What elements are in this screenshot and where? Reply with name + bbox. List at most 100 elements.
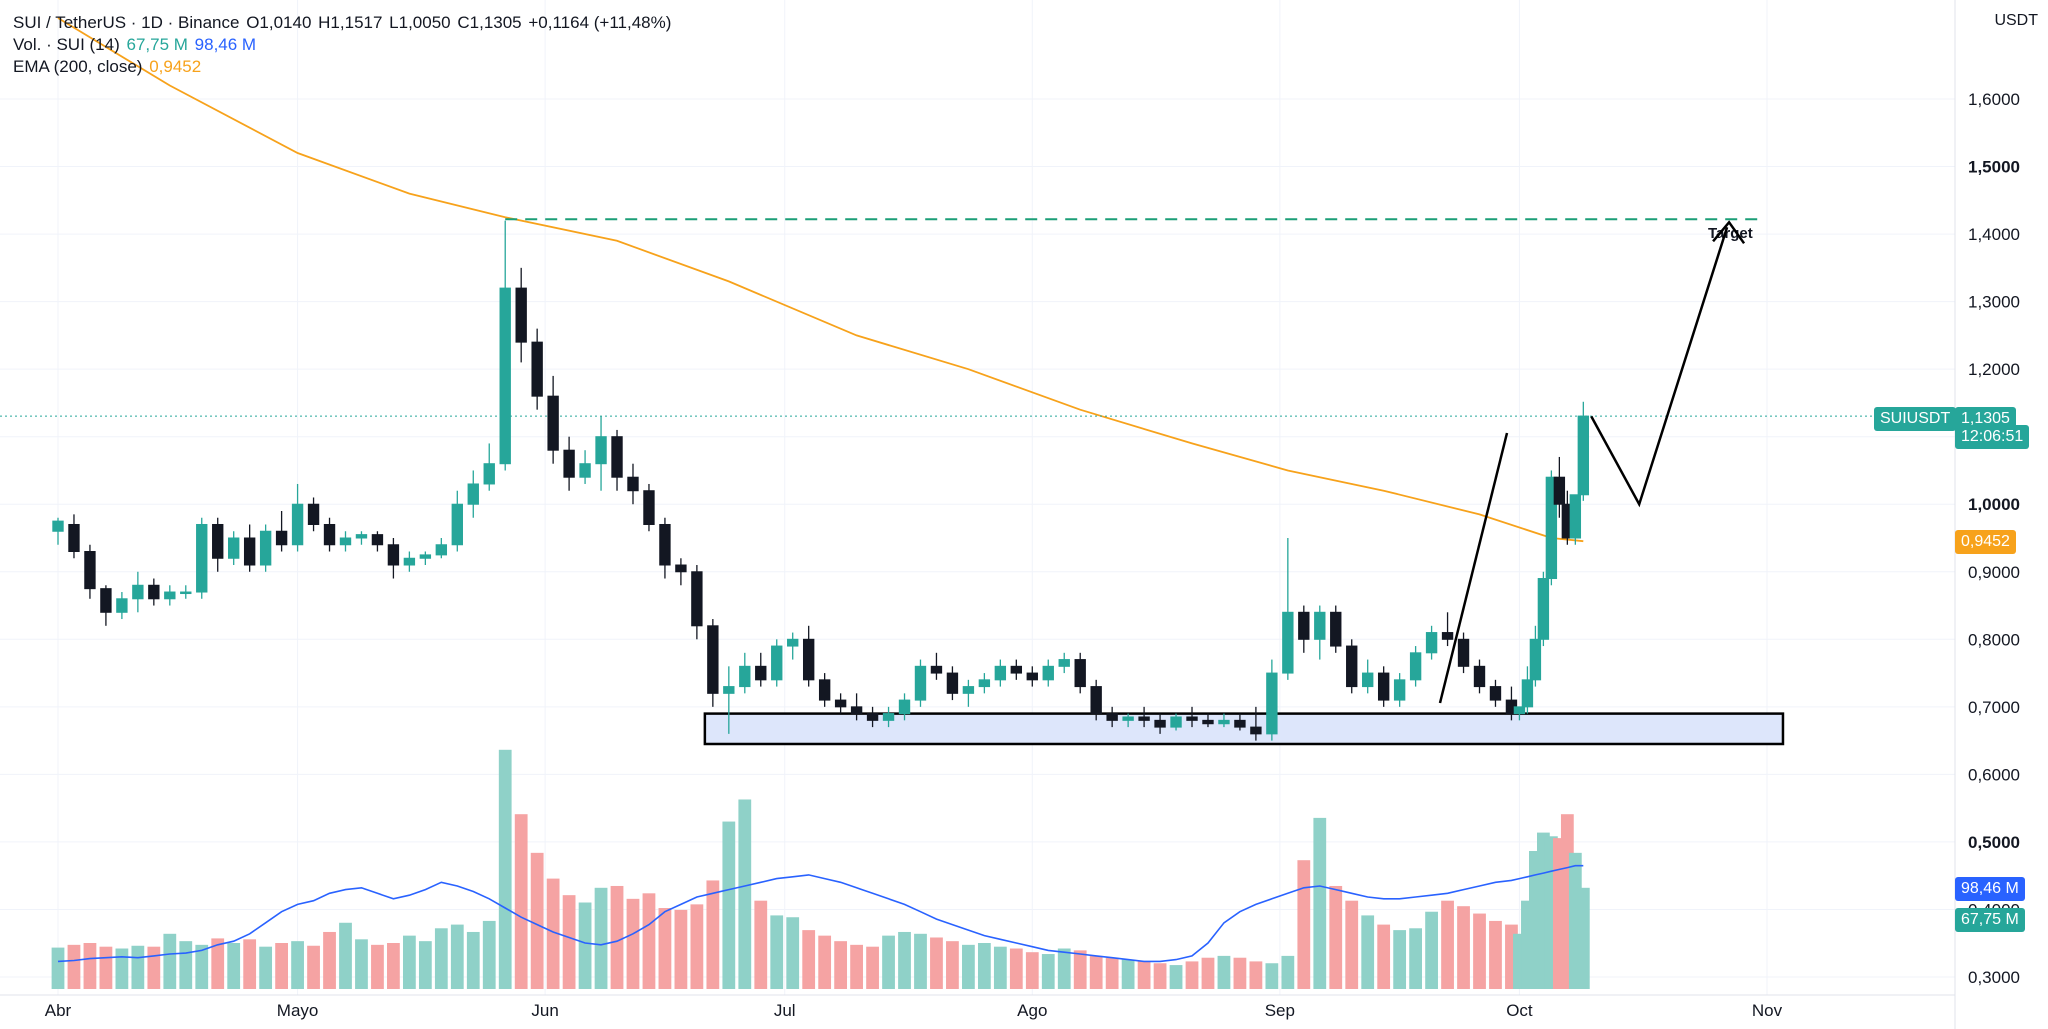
- candle-body: [675, 564, 687, 573]
- candle-body: [1218, 719, 1230, 725]
- volume-bar: [594, 887, 608, 989]
- candle: [148, 578, 160, 606]
- candle-body: [100, 588, 112, 613]
- candle: [1282, 538, 1294, 680]
- candle-body: [164, 591, 176, 600]
- legend-low: L1,0050: [389, 13, 451, 32]
- volume-bar: [195, 944, 209, 989]
- candle-body: [563, 449, 575, 478]
- candle: [483, 443, 495, 491]
- y-axis: 1,6000 1,5000 1,4000 1,3000 1,2000 1,0000 0,90…: [1968, 90, 2020, 987]
- volume-bar: [962, 944, 975, 989]
- candle: [818, 673, 831, 707]
- candle-body: [1577, 415, 1590, 496]
- candle-body: [1250, 726, 1262, 735]
- candle-body: [243, 537, 256, 566]
- candle-body: [1186, 716, 1198, 721]
- candle-body: [755, 665, 767, 681]
- legend-high: H1,1517: [318, 13, 383, 32]
- candle-body: [1138, 716, 1150, 721]
- candle: [1058, 652, 1070, 674]
- legend-volume-label: Vol. · SUI (14): [13, 35, 120, 54]
- volume-bar: [1217, 955, 1231, 989]
- candle-body: [1202, 719, 1214, 725]
- candle-body: [962, 686, 975, 694]
- projection-path: [1590, 226, 1729, 508]
- candle: [1298, 605, 1310, 653]
- candle-body: [355, 534, 368, 539]
- volume-bar: [562, 895, 576, 989]
- x-tick-label: Nov: [1752, 1001, 1783, 1020]
- volume-bar: [147, 946, 161, 989]
- volume-bar: [418, 941, 432, 989]
- candle: [1026, 666, 1038, 687]
- candle: [515, 267, 527, 363]
- volume-bar: [898, 931, 911, 989]
- volume-bar: [1057, 948, 1071, 989]
- candle: [116, 592, 128, 620]
- candle-body: [116, 598, 128, 613]
- countdown-tag: 12:06:51: [1955, 425, 2030, 449]
- candle: [1186, 706, 1198, 728]
- candle-body: [1042, 665, 1054, 681]
- candle: [659, 517, 671, 579]
- candle-body: [1346, 645, 1358, 688]
- volume-bar: [179, 941, 193, 989]
- volume-bar: [706, 880, 720, 989]
- candle: [212, 517, 224, 572]
- volume-bar: [1233, 957, 1247, 989]
- volume-bar: [786, 917, 800, 989]
- candle-body: [451, 503, 463, 546]
- candle-body: [547, 395, 559, 451]
- candle: [898, 693, 911, 721]
- volume-bar: [1025, 952, 1039, 989]
- volume-bar: [323, 931, 336, 989]
- volume-bar: [1249, 961, 1263, 989]
- candle: [259, 524, 272, 572]
- candle-body: [1457, 638, 1470, 667]
- candle: [1473, 659, 1486, 694]
- candle: [1266, 659, 1278, 741]
- chart-legend: SUI / TetherUS · 1D · Binance O1,0140 H1…: [13, 12, 673, 78]
- volume-bar: [450, 924, 464, 989]
- volume-bar: [291, 941, 304, 989]
- candle: [355, 531, 368, 545]
- candle: [1106, 706, 1118, 728]
- candle: [371, 531, 384, 552]
- candle-body: [771, 645, 783, 681]
- candle-body: [180, 591, 192, 595]
- candle-body: [1314, 611, 1326, 640]
- volume-bar: [355, 939, 368, 989]
- candle-body: [1122, 716, 1134, 721]
- volume-bar: [770, 915, 784, 989]
- y-tick-label: 1,4000: [1968, 225, 2020, 244]
- candle-body: [946, 672, 959, 694]
- candle: [1074, 652, 1086, 694]
- candle: [1090, 679, 1102, 721]
- volume-bar: [1201, 957, 1215, 989]
- candle: [850, 693, 863, 721]
- y-tick-label: 1,0000: [1968, 495, 2020, 514]
- volume-bar: [946, 941, 959, 989]
- candle: [978, 673, 991, 694]
- volume-ma-line: [57, 864, 1584, 963]
- candle-body: [691, 571, 703, 627]
- candle: [1218, 713, 1230, 728]
- volume-bar: [1425, 911, 1438, 989]
- volume-bar: [626, 898, 640, 989]
- candle: [323, 517, 336, 552]
- candle: [1489, 679, 1502, 707]
- candle-body: [1026, 672, 1038, 681]
- candle: [547, 375, 559, 464]
- y-tick-label: 1,6000: [1968, 90, 2020, 109]
- candle: [1553, 456, 1566, 518]
- candle: [1569, 494, 1582, 545]
- currency-label[interactable]: USDT: [1994, 12, 2038, 29]
- volume-bar: [1409, 928, 1423, 989]
- candle: [1154, 713, 1166, 734]
- y-tick-label: 1,3000: [1968, 293, 2020, 312]
- volume-bar: [738, 799, 752, 989]
- candle: [1362, 659, 1374, 694]
- candle-body: [387, 544, 400, 566]
